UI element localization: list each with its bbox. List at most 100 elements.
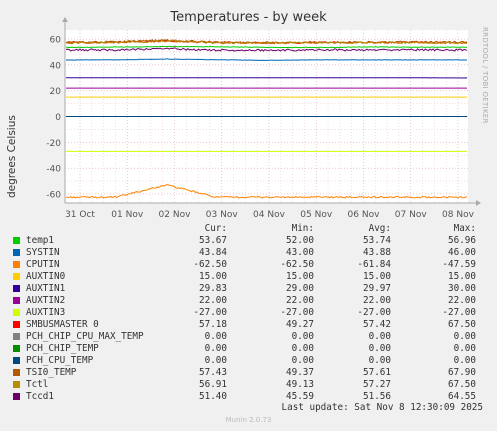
legend-header-min: Min: — [291, 223, 314, 234]
legend-value-avg: 57.61 — [363, 367, 391, 378]
legend-series-name: Tctl — [26, 379, 49, 390]
legend-value-cur: 15.00 — [199, 271, 227, 282]
legend-value-avg: 15.00 — [363, 271, 391, 282]
legend-value-max: 67.50 — [448, 319, 476, 330]
legend-value-cur: 22.00 — [199, 295, 227, 306]
legend-value-cur: 57.18 — [199, 319, 227, 330]
legend-value-cur: 57.43 — [199, 367, 227, 378]
legend-value-min: 29.00 — [286, 283, 314, 294]
legend-value-max: -27.00 — [442, 307, 476, 318]
series-line-temp1 — [65, 45, 468, 49]
chart-title: Temperatures - by week — [170, 10, 327, 25]
legend-series-name: PCH_CHIP_CPU_MAX_TEMP — [26, 331, 144, 342]
legend-series-name: AUXTIN0 — [26, 271, 66, 282]
legend-value-min: 45.59 — [286, 391, 314, 402]
y-tick-label: 0 — [55, 113, 61, 123]
legend-value-avg: -27.00 — [357, 307, 391, 318]
legend-value-avg: 43.88 — [363, 247, 391, 258]
legend-value-cur: 0.00 — [204, 355, 227, 366]
legend-value-avg: 57.42 — [363, 319, 391, 330]
legend-swatch — [13, 321, 20, 328]
legend-row: PCH_CHIP_TEMP 0.00 0.00 0.00 0.00 — [0, 343, 497, 355]
legend-value-min: 0.00 — [291, 355, 314, 366]
x-tick-label: 04 Nov — [253, 210, 286, 220]
legend-row: AUXTIN0 15.00 15.00 15.00 15.00 — [0, 271, 497, 283]
legend-value-avg: 0.00 — [368, 343, 391, 354]
legend-row: SMBUSMASTER 0 57.18 49.27 57.42 67.50 — [0, 319, 497, 331]
legend-value-avg: 0.00 — [368, 355, 391, 366]
legend-value-max: 46.00 — [448, 247, 476, 258]
legend-header-max: Max: — [453, 223, 476, 234]
legend-row: AUXTIN2 22.00 22.00 22.00 22.00 — [0, 295, 497, 307]
legend-value-max: 67.50 — [448, 379, 476, 390]
last-update: Last update: Sat Nov 8 12:30:09 2025 — [281, 402, 484, 413]
x-tick-label: 03 Nov — [206, 210, 239, 220]
legend-value-avg: 53.74 — [363, 235, 391, 246]
series-line-systin — [65, 58, 468, 61]
legend-value-cur: -27.00 — [193, 307, 227, 318]
legend-value-min: 49.13 — [286, 379, 314, 390]
legend-series-name: PCH_CPU_TEMP — [26, 355, 94, 366]
legend-series-name: SYSTIN — [26, 247, 60, 258]
legend-row: PCH_CPU_TEMP 0.00 0.00 0.00 0.00 — [0, 355, 497, 367]
legend-value-min: 0.00 — [291, 343, 314, 354]
legend-value-cur: 29.83 — [199, 283, 227, 294]
y-tick-label: -60 — [46, 190, 61, 200]
legend-swatch — [13, 261, 20, 268]
legend-value-cur: 0.00 — [204, 343, 227, 354]
legend-value-min: 22.00 — [286, 295, 314, 306]
legend-swatch — [13, 297, 20, 304]
y-axis-arrow-icon — [62, 17, 68, 22]
legend-value-cur: 51.40 — [199, 391, 227, 402]
legend-swatch — [13, 345, 20, 352]
legend-swatch — [13, 357, 20, 364]
legend-value-max: 15.00 — [448, 271, 476, 282]
legend-header-avg: Avg: — [368, 223, 391, 234]
legend-row: AUXTIN3 -27.00 -27.00 -27.00 -27.00 — [0, 307, 497, 319]
legend-value-min: 49.37 — [286, 367, 314, 378]
legend-series-name: AUXTIN2 — [26, 295, 66, 306]
legend-value-cur: 0.00 — [204, 331, 227, 342]
munin-version: Munin 2.0.73 — [225, 416, 272, 424]
legend-swatch — [13, 369, 20, 376]
legend-swatch — [13, 333, 20, 340]
y-tick-label: -40 — [46, 165, 61, 175]
legend-row: CPUTIN -62.50 -62.50 -61.84 -47.59 — [0, 259, 497, 271]
legend-row: SYSTIN 43.84 43.00 43.88 46.00 — [0, 247, 497, 259]
x-tick-label: 31 Oct — [65, 210, 95, 220]
y-tick-label: -20 — [46, 139, 61, 149]
legend-value-min: 52.00 — [286, 235, 314, 246]
legend-swatch — [13, 309, 20, 316]
legend-row: Tccd1 51.40 45.59 51.56 64.55 — [0, 391, 497, 403]
y-tick-label: 60 — [50, 36, 62, 46]
series-line-tccd1 — [65, 47, 468, 52]
legend-series-name: AUXTIN1 — [26, 283, 66, 294]
y-tick-label: 20 — [50, 87, 62, 97]
legend-series-name: TSI0_TEMP — [26, 367, 77, 378]
legend-value-max: 0.00 — [453, 343, 476, 354]
x-tick-label: 07 Nov — [395, 210, 428, 220]
legend-series-name: AUXTIN3 — [26, 307, 66, 318]
legend-value-min: 43.00 — [286, 247, 314, 258]
legend-value-min: 15.00 — [286, 271, 314, 282]
legend-value-avg: 0.00 — [368, 331, 391, 342]
legend-row: PCH_CHIP_CPU_MAX_TEMP 0.00 0.00 0.00 0.00 — [0, 331, 497, 343]
legend-value-avg: 57.27 — [363, 379, 391, 390]
legend-series-name: Tccd1 — [26, 391, 54, 402]
legend-series-name: CPUTIN — [26, 259, 60, 270]
legend-value-max: 56.96 — [448, 235, 476, 246]
legend-series-name: PCH_CHIP_TEMP — [26, 343, 99, 354]
x-tick-label: 05 Nov — [300, 210, 333, 220]
legend-swatch — [13, 273, 20, 280]
legend-row: temp1 53.67 52.00 53.74 56.96 — [0, 235, 497, 247]
legend-value-min: 49.27 — [286, 319, 314, 330]
x-tick-label: 02 Nov — [159, 210, 192, 220]
legend-value-cur: 56.91 — [199, 379, 227, 390]
legend-value-max: 64.55 — [448, 391, 476, 402]
legend-value-max: 22.00 — [448, 295, 476, 306]
series-line-cputin — [65, 184, 468, 199]
x-tick-label: 08 Nov — [442, 210, 475, 220]
